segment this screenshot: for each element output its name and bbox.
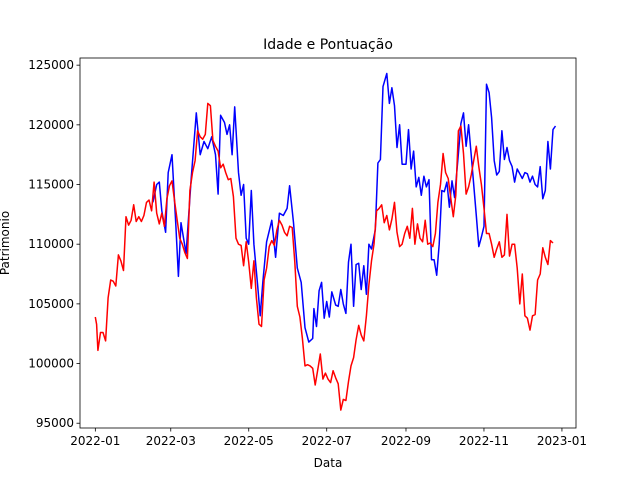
y-axis-label: Patrimonio <box>0 211 12 275</box>
x-tick-label: 2022-07 <box>302 434 352 448</box>
series-line-1 <box>152 72 557 343</box>
y-tick-label: 120000 <box>28 118 74 132</box>
x-tick-label: 2022-11 <box>459 434 509 448</box>
x-axis-label: Data <box>314 456 343 470</box>
x-tick-label: 2022-09 <box>381 434 431 448</box>
x-axis: 2022-01 2022-03 2022-05 2022-07 2022-09 2022-… <box>70 428 587 448</box>
plot-frame <box>79 57 577 429</box>
y-tick-label: 110000 <box>28 237 74 251</box>
y-axis: 95000 100000 105000 110000 115000 120000 12500… <box>28 58 80 430</box>
series-layer <box>94 72 557 411</box>
x-tick-label: 2022-01 <box>70 434 120 448</box>
x-tick-label: 2022-05 <box>224 434 274 448</box>
x-tick-label: 2023-01 <box>537 434 587 448</box>
y-tick-label: 105000 <box>28 297 74 311</box>
y-tick-label: 115000 <box>28 178 74 192</box>
chart-title: Idade e Pontuação <box>263 37 393 53</box>
x-tick-label: 2022-03 <box>146 434 196 448</box>
y-tick-label: 125000 <box>28 58 74 72</box>
y-tick-label: 100000 <box>28 357 74 371</box>
y-tick-label: 95000 <box>36 416 74 430</box>
series-line-2 <box>94 102 554 411</box>
